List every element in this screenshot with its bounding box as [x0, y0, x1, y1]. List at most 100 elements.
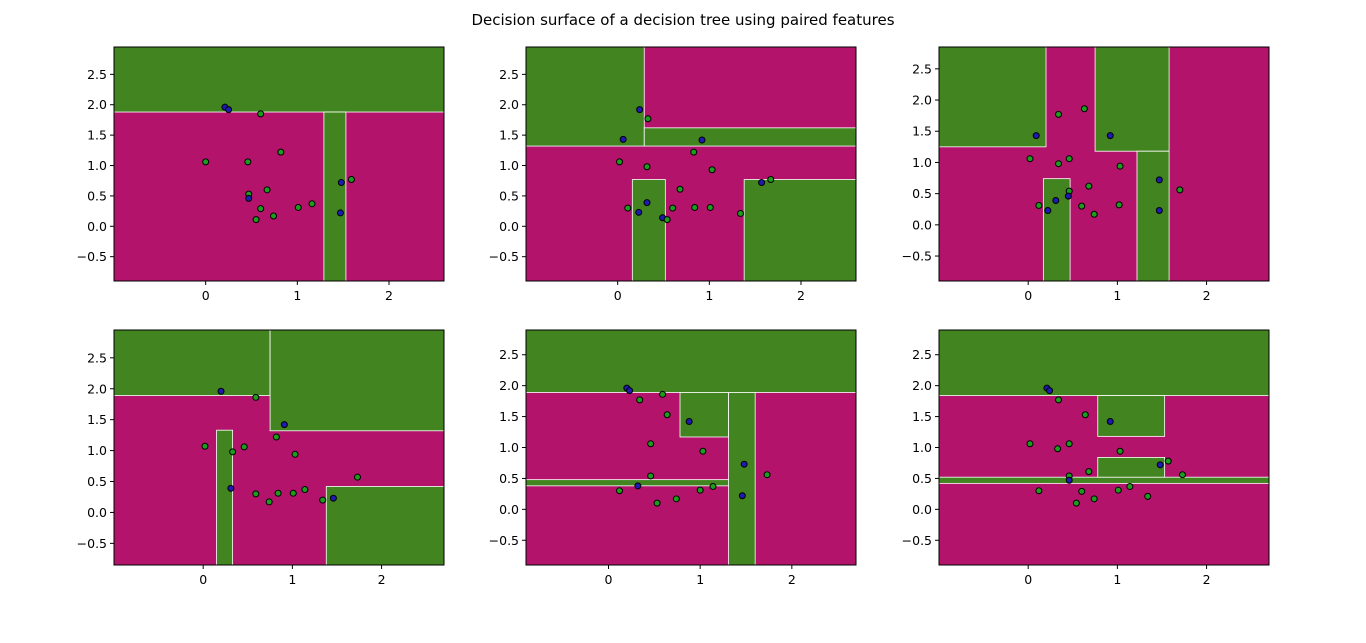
y-tick-label: 2.5	[499, 67, 519, 82]
y-tick-label: 1.5	[912, 409, 932, 424]
y-tick-label: 1.0	[912, 440, 932, 455]
y-tick-label: 0.5	[499, 188, 519, 203]
y-tick-label: 0.5	[499, 471, 519, 486]
data-point	[301, 486, 309, 494]
data-point	[659, 390, 667, 398]
decision-region-2	[643, 127, 856, 147]
y-tick-label: 0.0	[912, 217, 932, 232]
data-point	[636, 106, 644, 114]
data-point	[1046, 387, 1054, 395]
data-point	[626, 387, 634, 395]
decision-region-1	[526, 47, 645, 147]
data-point	[1116, 447, 1124, 455]
data-point	[685, 418, 693, 426]
data-point	[1026, 155, 1034, 163]
data-point	[698, 136, 706, 144]
y-tick-label: 2.0	[87, 381, 107, 396]
data-point	[252, 490, 260, 498]
data-point	[663, 411, 671, 419]
x-tick-label: 2	[1203, 572, 1211, 587]
data-point	[740, 460, 748, 468]
decision-region-4	[526, 479, 729, 487]
data-point	[616, 487, 623, 495]
data-point	[1065, 440, 1073, 448]
data-point	[252, 393, 260, 401]
data-point	[263, 186, 271, 194]
y-tick-label: 0.0	[87, 505, 107, 520]
data-point	[708, 166, 716, 174]
decision-region-2	[679, 392, 729, 438]
data-point	[347, 175, 355, 183]
data-point	[1055, 396, 1063, 404]
data-point	[1114, 486, 1122, 494]
data-point	[1054, 445, 1062, 453]
data-point	[1035, 201, 1043, 209]
data-point	[1155, 176, 1163, 184]
data-point	[1072, 499, 1080, 507]
data-point	[257, 205, 265, 213]
data-point	[1085, 468, 1093, 476]
y-tick-label: 2.5	[912, 347, 932, 362]
x-tick-label: 1	[705, 288, 713, 303]
data-point	[634, 482, 642, 490]
y-tick-label: 2.5	[499, 347, 519, 362]
data-point	[227, 484, 235, 492]
data-point	[1026, 440, 1034, 448]
data-point	[699, 447, 707, 455]
figure-title: Decision surface of a decision tree usin…	[471, 11, 895, 29]
decision-region-1	[526, 330, 856, 393]
data-point	[272, 433, 280, 441]
decision-region-2	[1097, 395, 1166, 437]
data-point	[229, 448, 237, 456]
data-point	[1115, 201, 1123, 209]
decision-region-1	[114, 47, 444, 113]
data-point	[244, 158, 252, 166]
decision-region-1	[939, 330, 1269, 396]
data-point	[1164, 457, 1172, 465]
data-point	[690, 148, 698, 156]
data-point	[663, 216, 671, 224]
y-tick-label: 2.5	[87, 67, 107, 82]
decision-region-3	[631, 179, 666, 281]
y-tick-label: 2.0	[499, 97, 519, 112]
data-point	[280, 421, 288, 429]
y-tick-label: 1.0	[87, 158, 107, 173]
data-point	[672, 495, 680, 503]
y-tick-label: 0.5	[87, 188, 107, 203]
y-tick-label: −0.5	[77, 536, 107, 551]
y-tick-label: 1.0	[499, 440, 519, 455]
x-tick-label: 2	[378, 572, 386, 587]
y-tick-label: 0.0	[499, 502, 519, 517]
decision-region-1	[114, 330, 271, 396]
subplot-6: 0 1 2 −0.5 0.0 0.5 1.0 1.5 2.0 2.5	[902, 329, 1270, 587]
data-point	[1126, 482, 1134, 490]
data-point	[691, 203, 699, 211]
y-tick-label: −0.5	[77, 249, 107, 264]
data-point	[336, 209, 344, 217]
data-point	[270, 212, 277, 220]
data-point	[1052, 197, 1060, 205]
y-tick-label: 2.0	[912, 378, 932, 393]
data-point	[669, 204, 677, 212]
data-point	[1090, 495, 1098, 503]
decision-region-4	[325, 486, 444, 565]
y-tick-label: 2.5	[912, 61, 932, 76]
y-tick-label: 0.0	[499, 219, 519, 234]
data-point	[291, 450, 299, 458]
data-point	[767, 175, 775, 183]
y-tick-label: 1.5	[912, 124, 932, 139]
data-point	[245, 194, 253, 202]
axes-frame	[525, 46, 857, 282]
data-point	[647, 440, 655, 448]
x-tick-label: 2	[1203, 288, 1211, 303]
x-tick-label: 0	[1024, 572, 1032, 587]
data-point	[738, 492, 746, 500]
y-tick-label: −0.5	[902, 533, 932, 548]
subplot-1: 0 1 2 −0.5 0.0 0.5 1.0 1.5 2.0 2.5	[77, 46, 445, 303]
decision-region-2	[323, 111, 347, 281]
data-point	[1065, 476, 1073, 484]
x-tick-label: 2	[797, 288, 805, 303]
decision-surface	[526, 330, 856, 565]
decision-region-3	[939, 476, 1269, 484]
y-tick-label: 0.0	[87, 219, 107, 234]
